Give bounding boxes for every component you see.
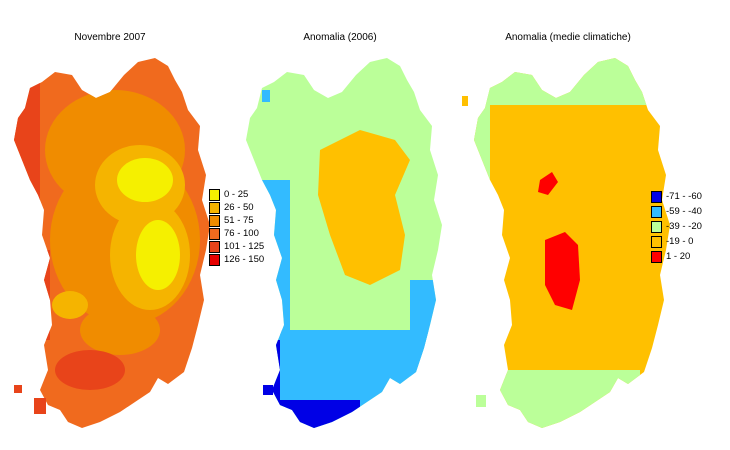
legend-swatch <box>651 250 662 263</box>
panel-title-anomalia-climatiche: Anomalia (medie climatiche) <box>505 32 631 43</box>
panel-title-novembre: Novembre 2007 <box>74 32 146 43</box>
legend-swatch <box>651 190 662 203</box>
legend-label: 1 - 20 <box>666 251 691 262</box>
legend-label: 26 - 50 <box>224 202 254 213</box>
legend-label: 76 - 100 <box>224 228 259 239</box>
legend-item: -71 - -60 <box>651 190 702 203</box>
legend-swatch <box>651 220 662 233</box>
legend-item: -59 - -40 <box>651 205 702 218</box>
legend-swatch <box>209 227 220 240</box>
legend-item: -19 - 0 <box>651 235 693 248</box>
legend-item: -39 - -20 <box>651 220 702 233</box>
legend-label: 51 - 75 <box>224 215 254 226</box>
legend-swatch <box>209 214 220 227</box>
panel-title-anomalia-2006: Anomalia (2006) <box>303 32 377 43</box>
legend-item: 101 - 125 <box>209 240 264 253</box>
legend-item: 1 - 20 <box>651 250 690 263</box>
legend-label: -19 - 0 <box>666 236 694 247</box>
legend-item: 0 - 25 <box>209 188 248 201</box>
legend-swatch <box>651 205 662 218</box>
map-novembre-2007 <box>14 58 210 428</box>
legend-label: 126 - 150 <box>224 254 265 265</box>
legend-swatch <box>209 253 220 266</box>
legend-label: -39 - -20 <box>666 221 702 232</box>
legend-swatch <box>209 188 220 201</box>
legend-item: 76 - 100 <box>209 227 259 240</box>
legend-label: 0 - 25 <box>224 189 249 200</box>
legend-swatch <box>209 240 220 253</box>
legend-swatch <box>651 235 662 248</box>
legend-swatch <box>209 201 220 214</box>
legend-item: 126 - 150 <box>209 253 264 266</box>
legend-label: -71 - -60 <box>666 191 702 202</box>
legend-item: 26 - 50 <box>209 201 254 214</box>
legend-label: -59 - -40 <box>666 206 702 217</box>
legend-label: 101 - 125 <box>224 241 265 252</box>
legend-item: 51 - 75 <box>209 214 254 227</box>
map-anomalia-2006 <box>246 58 442 428</box>
